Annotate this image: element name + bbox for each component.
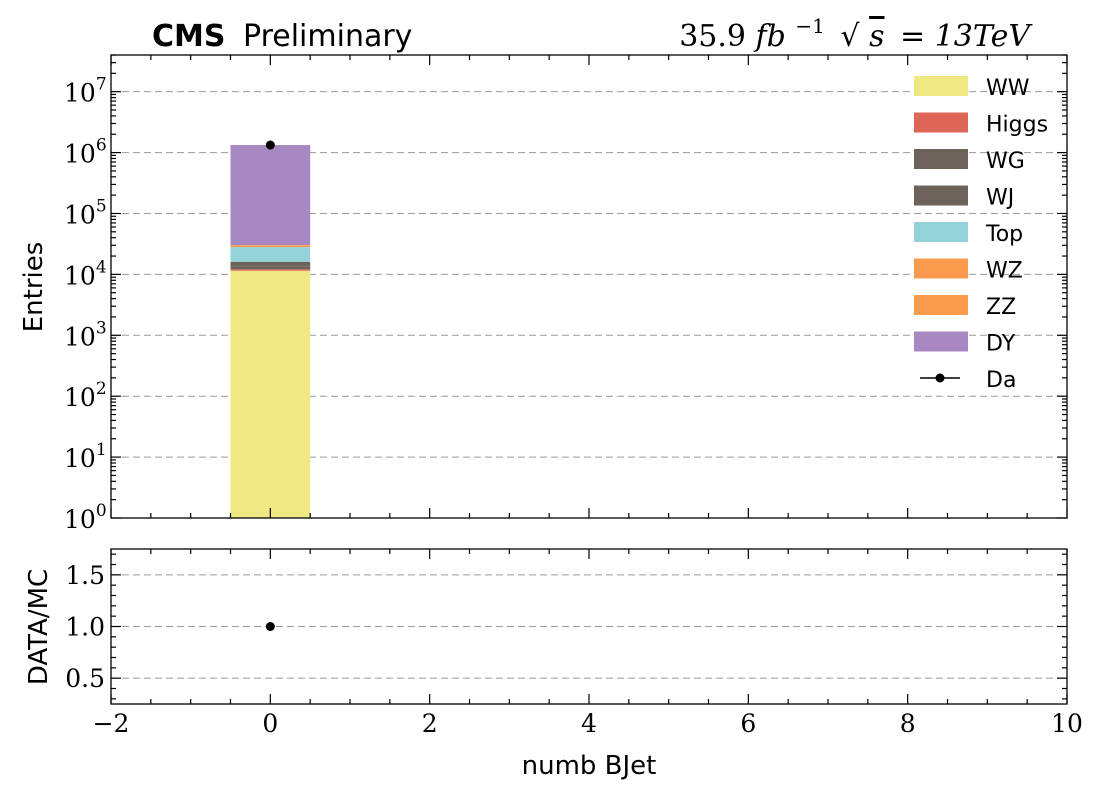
legend-swatch-wz bbox=[914, 258, 968, 279]
bar-segment-ww bbox=[230, 270, 311, 518]
legend-swatch-ww bbox=[914, 76, 968, 96]
sqrt-argument: s bbox=[869, 19, 884, 54]
legend-data-marker bbox=[935, 373, 945, 383]
y-tick-label: 105 bbox=[64, 196, 107, 229]
lumi-value: 35.9 bbox=[679, 19, 746, 54]
y-tick-label: 103 bbox=[64, 318, 107, 351]
bar-segment-wz bbox=[230, 245, 311, 248]
legend-label-ww: WW bbox=[986, 76, 1030, 101]
data-point bbox=[265, 140, 275, 150]
y-tick-label: 104 bbox=[64, 257, 107, 290]
main-y-axis-label: Entries bbox=[19, 242, 49, 333]
legend-label-wz: WZ bbox=[986, 259, 1023, 284]
x-tick-label: 2 bbox=[422, 709, 438, 738]
ratio-frame bbox=[110, 548, 1068, 705]
energy-value: = 13TeV bbox=[900, 19, 1033, 54]
ratio-y-tick-label: 1.5 bbox=[65, 561, 105, 590]
x-tick-label: 8 bbox=[900, 709, 916, 738]
ratio-points bbox=[265, 622, 275, 631]
sqrt-symbol: √ bbox=[840, 19, 860, 54]
legend-swatch-zz bbox=[914, 295, 968, 315]
legend-swatch-wj bbox=[914, 185, 968, 206]
bar-segment-higgs bbox=[230, 269, 311, 271]
y-tick-label: 101 bbox=[64, 440, 107, 473]
bar-segment-dy bbox=[230, 145, 311, 246]
ratio-point bbox=[265, 622, 275, 631]
legend-swatch-wg bbox=[914, 149, 968, 169]
main-ticks bbox=[110, 54, 1068, 519]
data-points bbox=[265, 140, 275, 150]
legend: WW Higgs WG WJ Top WZ ZZ DY Da bbox=[914, 76, 1048, 393]
legend-label-zz: ZZ bbox=[986, 295, 1016, 320]
experiment-header: CMS Preliminary bbox=[152, 19, 412, 54]
stacked-bars bbox=[230, 145, 311, 518]
legend-label-wg: WG bbox=[986, 149, 1025, 174]
legend-swatch-dy bbox=[914, 331, 968, 352]
ratio-panel: 0.5 1.0 1.5 DATA/MC −2 0 2 4 6 8 10 numb BJet bbox=[24, 548, 1083, 781]
legend-label-higgs: Higgs bbox=[986, 113, 1048, 138]
lumi-unit: fb bbox=[754, 19, 786, 54]
bar-segment-wj bbox=[230, 261, 311, 267]
ratio-grid bbox=[111, 574, 1067, 679]
legend-swatch-higgs bbox=[914, 112, 968, 133]
x-axis-label: numb BJet bbox=[522, 751, 657, 781]
x-tick-label: 6 bbox=[740, 709, 756, 738]
ratio-y-tick-labels: 0.5 1.0 1.5 bbox=[65, 561, 105, 693]
status-label: Preliminary bbox=[243, 19, 412, 54]
bar-segment-top bbox=[230, 247, 311, 262]
y-tick-label: 107 bbox=[64, 75, 107, 108]
lumi-energy-label: 35.9 fb −1 √ s = 13TeV bbox=[679, 6, 1033, 54]
legend-label-top: Top bbox=[985, 222, 1023, 247]
ratio-y-axis-label: DATA/MC bbox=[24, 569, 54, 685]
x-tick-label: 4 bbox=[581, 709, 597, 738]
x-tick-label: 10 bbox=[1051, 709, 1083, 738]
x-tick-label: −2 bbox=[93, 709, 130, 738]
bar-segment-wg bbox=[230, 266, 311, 270]
main-y-tick-labels: 100 101 102 103 104 105 106 107 bbox=[64, 75, 107, 534]
y-tick-label: 106 bbox=[64, 136, 107, 169]
x-tick-labels: −2 0 2 4 6 8 10 bbox=[93, 709, 1083, 738]
main-frame bbox=[110, 54, 1068, 519]
bar-segment-zz bbox=[230, 245, 311, 246]
legend-swatch-top bbox=[914, 222, 968, 242]
y-tick-label: 102 bbox=[64, 379, 107, 412]
legend-label-dy: DY bbox=[986, 332, 1016, 357]
legend-label-data: Da bbox=[986, 368, 1016, 393]
x-tick-label: 0 bbox=[262, 709, 278, 738]
ratio-y-tick-label: 0.5 bbox=[65, 664, 105, 693]
experiment-label: CMS bbox=[152, 19, 225, 54]
lumi-exponent: −1 bbox=[795, 14, 824, 38]
legend-label-wj: WJ bbox=[986, 186, 1014, 211]
y-tick-label: 100 bbox=[64, 501, 107, 534]
main-histogram-panel: 100 101 102 103 104 105 106 107 Entries WW Higgs… bbox=[19, 54, 1068, 534]
ratio-y-tick-label: 1.0 bbox=[65, 613, 105, 642]
